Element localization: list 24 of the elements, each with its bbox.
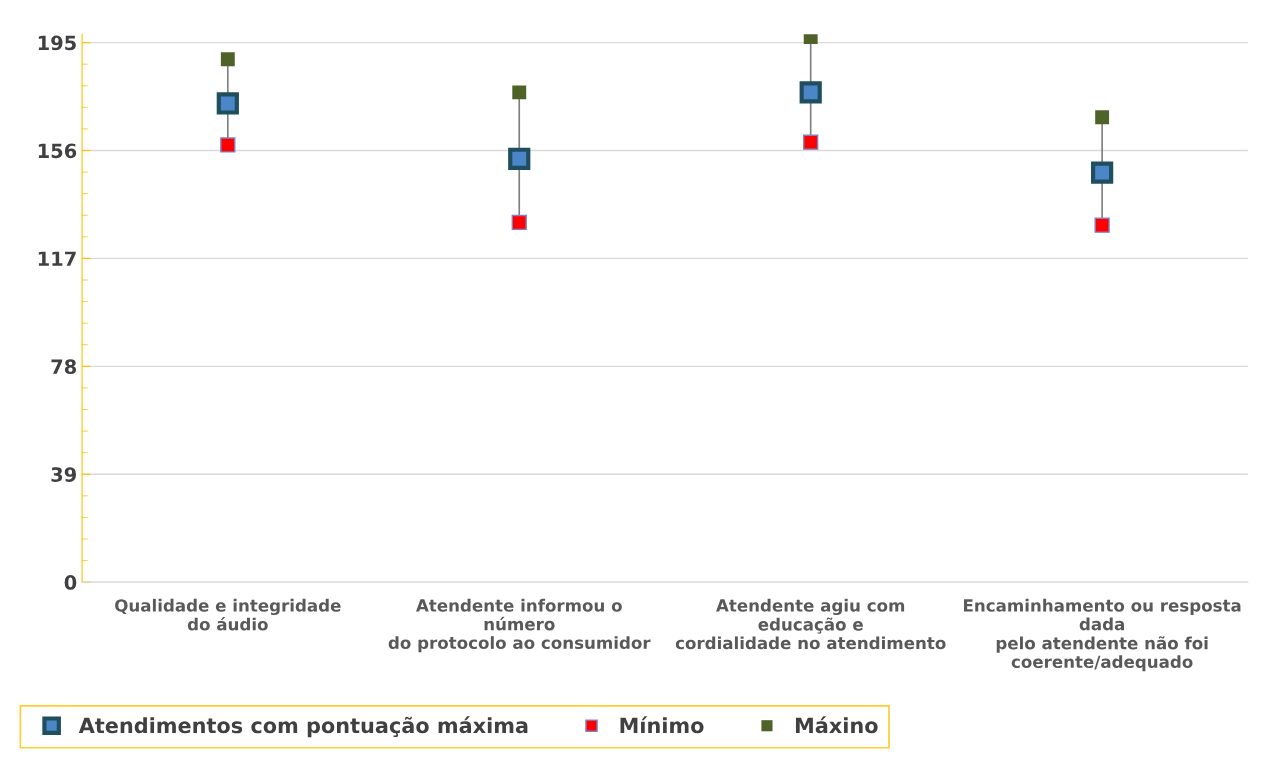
point: [1094, 217, 1110, 233]
y-tick-label: 0: [64, 575, 77, 590]
y-tick-label: 78: [51, 359, 77, 374]
point: [799, 81, 822, 104]
x-tick-label: Atendente informou o número do protocolo ao consumidor: [388, 598, 651, 653]
y-tick-label: 39: [51, 467, 76, 482]
y-tick-label: 117: [38, 251, 76, 266]
y-tick-label: 195: [38, 35, 76, 51]
point: [1091, 161, 1114, 184]
point: [216, 92, 239, 115]
legend-label: Máxino: [795, 716, 878, 734]
x-tick-label: Encaminhamento ou resposta dada pelo atendente não foi coerente/adequado: [964, 598, 1241, 672]
point: [1095, 110, 1110, 125]
y-tick-label: 156: [38, 143, 77, 159]
point: [220, 137, 236, 153]
point: [803, 134, 819, 150]
point: [512, 85, 527, 100]
x-tick-label: Atendente agiu com educação e cordialidade no atendimento: [675, 598, 946, 650]
legend-label: Mínimo: [620, 716, 704, 734]
point: [508, 147, 531, 170]
point: [220, 52, 235, 67]
x-tick-label: Qualidade e integridade do áudio: [115, 598, 341, 631]
legend-label: Atendimentos com pontuação máxima: [78, 716, 528, 738]
point: [511, 214, 527, 231]
